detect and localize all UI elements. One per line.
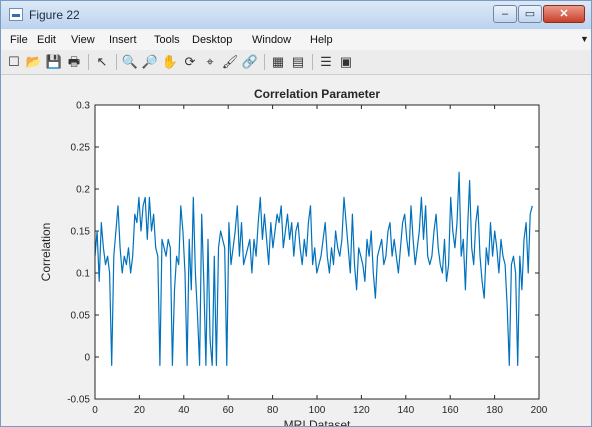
x-tick-label: 20 bbox=[134, 405, 146, 416]
new-figure-icon[interactable]: ☐ bbox=[8, 54, 20, 69]
title-bar[interactable]: Figure 22 – ▭ ✕ bbox=[1, 1, 591, 29]
show-plot-tools-icon[interactable]: ▣ bbox=[339, 54, 353, 69]
x-tick-label: 180 bbox=[486, 405, 503, 416]
y-tick-label: 0.3 bbox=[76, 101, 90, 112]
x-tick-label: 200 bbox=[531, 405, 548, 416]
open-file-icon[interactable]: 📂 bbox=[25, 54, 43, 69]
y-tick-label: -0.05 bbox=[67, 395, 90, 406]
menu-view[interactable]: View bbox=[71, 34, 95, 46]
y-tick-label: 0.05 bbox=[71, 311, 91, 322]
toolbar-separator bbox=[312, 54, 313, 70]
menu-file[interactable]: File bbox=[10, 34, 28, 46]
insert-colorbar-icon[interactable]: ▦ bbox=[271, 54, 285, 69]
axis-ticks: 0 20 40 60 80 100 120 140 160 180 200-0.0500.050.1… bbox=[67, 101, 548, 417]
insert-legend-icon[interactable]: ▤ bbox=[291, 54, 305, 69]
hide-plot-tools-icon[interactable]: ☰ bbox=[320, 54, 332, 69]
menu-insert[interactable]: Insert bbox=[109, 34, 137, 46]
toolbar-separator bbox=[88, 54, 89, 70]
maximize-button[interactable]: ▭ bbox=[518, 5, 542, 23]
chart-title: Correlation Parameter bbox=[254, 87, 380, 101]
window-title: Figure 22 bbox=[29, 8, 80, 22]
x-axis-label: MRI Dataset bbox=[284, 418, 351, 426]
zoom-in-icon[interactable]: 🔍 bbox=[121, 54, 139, 69]
edit-plot-pointer-icon[interactable]: ↖ bbox=[96, 54, 108, 69]
menu-edit[interactable]: Edit bbox=[37, 34, 56, 46]
toolbar-separator bbox=[116, 54, 117, 70]
correlation-series-line[interactable] bbox=[94, 171, 533, 366]
save-figure-icon[interactable]: 💾 bbox=[45, 54, 63, 69]
y-axis-label: Correlation bbox=[39, 223, 53, 282]
x-tick-label: 140 bbox=[397, 405, 414, 416]
link-plot-icon[interactable]: 🔗 bbox=[241, 54, 259, 69]
menu-overflow-arrow-icon[interactable]: ▼ bbox=[580, 34, 589, 44]
axes-background[interactable] bbox=[95, 105, 539, 399]
figure-toolbar: ☐ 📂 💾 🖶 ↖ 🔍 🔎 ✋ ⟳ ⌖ 🖌 🔗 ▦ ▤ ☰ ▣ bbox=[1, 50, 591, 75]
y-tick-label: 0.1 bbox=[76, 269, 90, 280]
axes-box bbox=[94, 104, 540, 400]
data-cursor-icon[interactable]: ⌖ bbox=[206, 54, 214, 69]
pan-icon[interactable]: ✋ bbox=[161, 54, 179, 69]
x-tick-label: 0 bbox=[92, 405, 98, 416]
x-tick-label: 160 bbox=[442, 405, 459, 416]
y-tick-label: 0.2 bbox=[76, 185, 90, 196]
y-tick-label: 0 bbox=[84, 353, 90, 364]
close-button[interactable]: ✕ bbox=[543, 5, 585, 23]
rotate-3d-icon[interactable]: ⟳ bbox=[184, 54, 196, 69]
minimize-button[interactable]: – bbox=[493, 5, 517, 23]
matlab-figure-icon[interactable] bbox=[9, 8, 23, 21]
x-tick-label: 100 bbox=[309, 405, 326, 416]
zoom-out-icon[interactable]: 🔎 bbox=[141, 54, 159, 69]
menu-help[interactable]: Help bbox=[310, 34, 333, 46]
x-tick-label: 80 bbox=[267, 405, 279, 416]
y-tick-label: 0.15 bbox=[71, 227, 91, 238]
menu-window[interactable]: Window bbox=[252, 34, 292, 46]
menu-bar: File Edit View Insert Tools Desktop Wind… bbox=[1, 30, 591, 50]
toolbar-separator bbox=[264, 54, 265, 70]
x-tick-label: 120 bbox=[353, 405, 370, 416]
menu-tools[interactable]: Tools bbox=[154, 34, 180, 46]
figure-canvas: Correlation Parameter 0 20 40 60 80 100 120 140… bbox=[1, 76, 591, 426]
print-figure-icon[interactable]: 🖶 bbox=[67, 54, 81, 69]
brush-icon[interactable]: 🖌 bbox=[221, 54, 239, 69]
x-tick-label: 40 bbox=[178, 405, 190, 416]
menu-desktop[interactable]: Desktop bbox=[192, 34, 233, 46]
x-tick-label: 60 bbox=[223, 405, 235, 416]
y-tick-label: 0.25 bbox=[71, 143, 91, 154]
